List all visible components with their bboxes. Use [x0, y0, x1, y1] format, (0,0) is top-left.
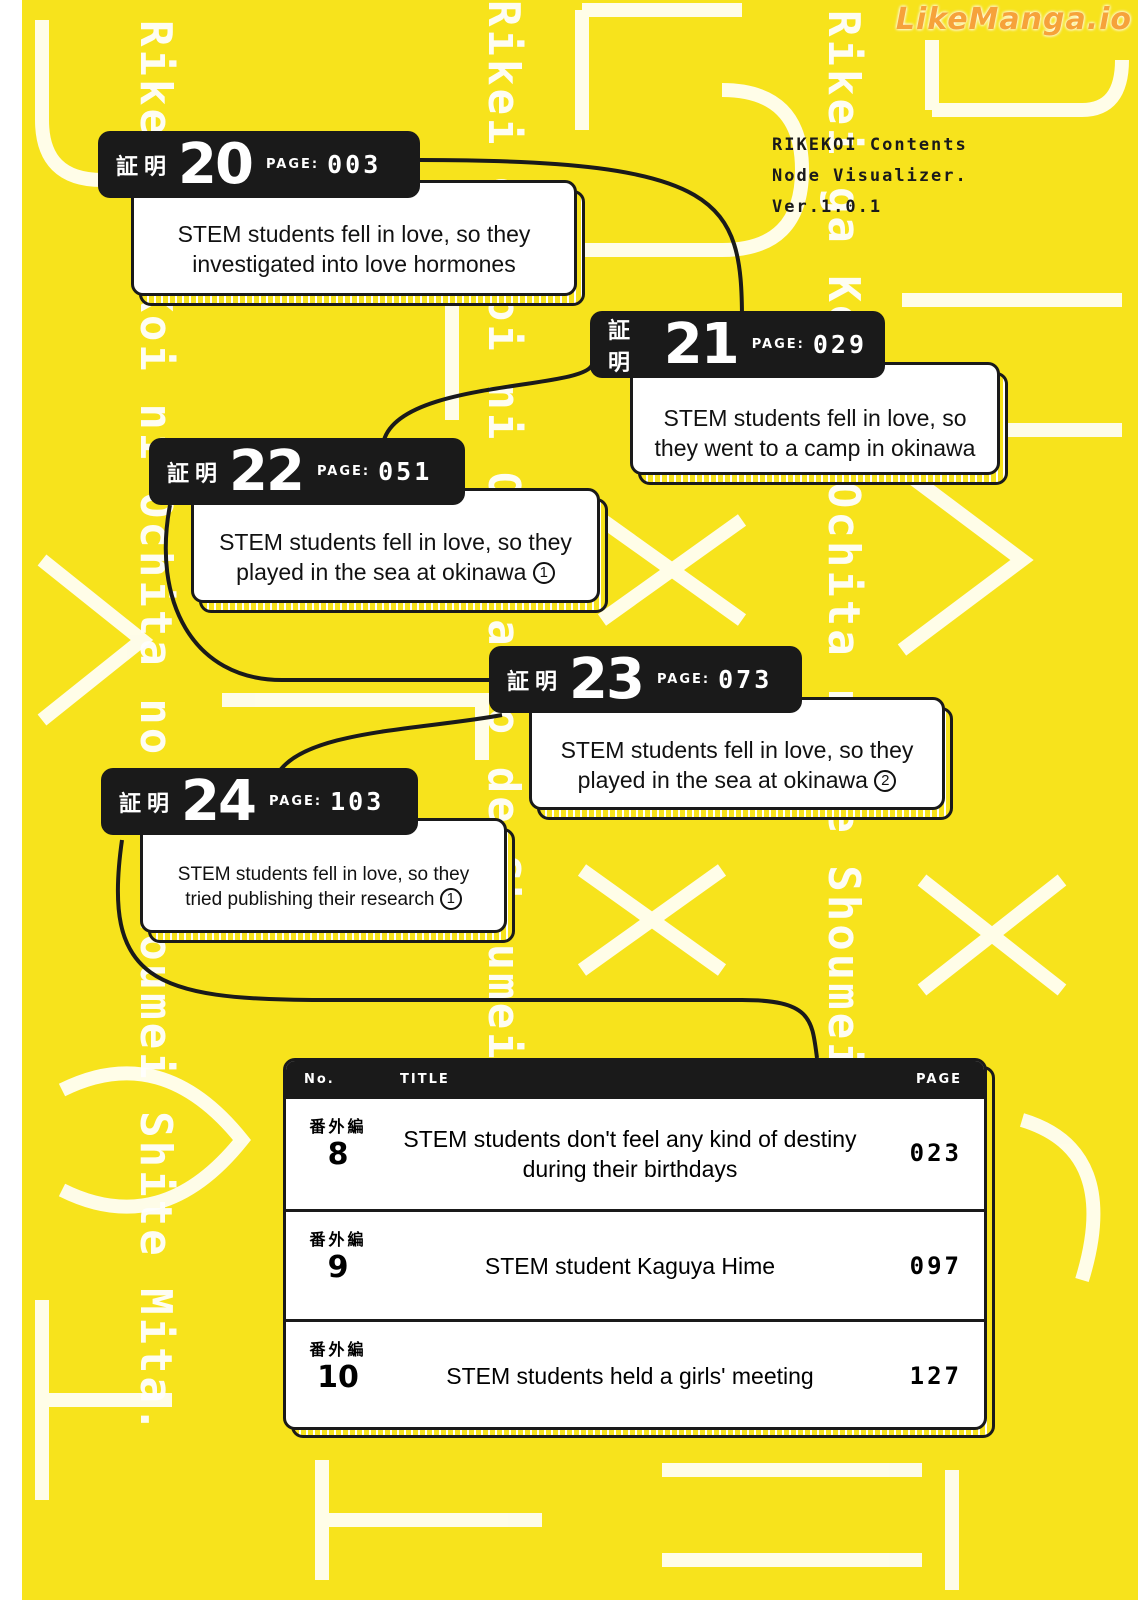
chapter-title: STEM students fell in love, so they trie… [140, 818, 507, 933]
column-header-title: TITLE [400, 1072, 450, 1087]
page-number: 029 [812, 330, 867, 359]
chapter-number: 21 [663, 312, 740, 377]
proof-label: 証明 [167, 461, 224, 487]
node-header: 証明 23 PAGE: 073 [489, 646, 802, 713]
extra-no: 9 [327, 1250, 349, 1285]
extra-no: 10 [317, 1360, 359, 1395]
chapter-title-text: STEM students fell in love, so they trie… [177, 863, 470, 910]
extra-number: 番外編 8 [294, 1113, 382, 1172]
extra-title: STEM students held a girls' meeting [446, 1362, 814, 1389]
extra-no: 8 [327, 1137, 349, 1172]
watermark-logo: LikeManga.io [895, 2, 1132, 37]
page-number: 051 [378, 457, 433, 486]
column-header-page: PAGE [916, 1072, 962, 1087]
version-label: Ver.1.0.1 [772, 197, 883, 217]
extras-table: No. TITLE PAGE 番外編 8 STEM students don't … [283, 1058, 987, 1430]
extra-label: 番外編 [309, 1340, 367, 1359]
page-number: 003 [327, 150, 382, 179]
chapter-number: 20 [178, 132, 254, 197]
column-header-no: No. [304, 1072, 335, 1087]
extra-title: STEM student Kaguya Hime [484, 1252, 776, 1279]
table-row[interactable]: 番外編 10 STEM students held a girls' meetin… [286, 1319, 984, 1427]
extra-number: 番外編 9 [294, 1226, 382, 1285]
extra-page: 097 [909, 1252, 962, 1280]
chapter-title-text: STEM students fell in love, so they play… [219, 528, 572, 585]
node-header: 証明 22 PAGE: 051 [149, 438, 465, 505]
chapter-title-text: STEM students fell in love, so they inve… [177, 221, 531, 277]
node-header: 証明 24 PAGE: 103 [101, 768, 418, 835]
title-line: RIKEKOI Contents [772, 135, 968, 155]
page-label: PAGE: [268, 794, 323, 809]
connector-23-24 [275, 713, 503, 777]
page-label: PAGE: [265, 157, 320, 172]
chapter-title: STEM students fell in love, so they inve… [131, 180, 577, 296]
part-number-badge: 1 [439, 888, 462, 911]
extra-label: 番外編 [309, 1117, 367, 1136]
chapter-title-text: STEM students fell in love, so they play… [560, 736, 914, 793]
extra-title: STEM students don't feel any kind of des… [403, 1126, 857, 1182]
connector-21-22 [382, 363, 594, 441]
chapter-title-text: STEM students fell in love, so they went… [654, 404, 976, 461]
chapter-title: STEM students fell in love, so they play… [191, 488, 600, 603]
chapter-number: 22 [229, 439, 305, 504]
extra-label: 番外編 [309, 1230, 367, 1249]
page-title: RIKEKOI Contents Node Visualizer. Ver.1.… [772, 130, 968, 223]
table-header: No. TITLE PAGE [286, 1061, 984, 1099]
extra-page: 023 [909, 1139, 962, 1167]
connector-24-table [115, 839, 819, 1059]
part-number-badge: 1 [532, 562, 555, 585]
page-label: PAGE: [316, 464, 371, 479]
page-number: 073 [718, 665, 773, 694]
page-label: PAGE: [751, 337, 805, 352]
page-number: 103 [330, 787, 385, 816]
proof-label: 証明 [507, 669, 564, 695]
background-letter-shapes [35, 3, 1129, 1590]
chapter-title: STEM students fell in love, so they play… [529, 697, 945, 810]
part-number-badge: 2 [874, 770, 897, 793]
proof-label: 証明 [608, 318, 637, 376]
chapter-number: 24 [181, 769, 257, 834]
table-row[interactable]: 番外編 9 STEM student Kaguya Hime 097 [286, 1209, 984, 1319]
node-header: 証明 21 PAGE: 029 [590, 311, 885, 378]
chapter-title: STEM students fell in love, so they went… [630, 362, 1000, 475]
chapter-number: 23 [569, 647, 645, 712]
contents-page: Rikei ga Koi ni Ochita no de Shoumei Shi… [22, 0, 1138, 1600]
node-header: 証明 20 PAGE: 003 [98, 131, 420, 198]
connector-20-21 [419, 158, 744, 321]
page-label: PAGE: [656, 672, 711, 687]
extra-number: 番外編 10 [294, 1336, 382, 1395]
node-connectors [115, 158, 819, 1059]
table-row[interactable]: 番外編 8 STEM students don't feel any kind o… [286, 1099, 984, 1209]
extra-page: 127 [909, 1362, 962, 1390]
title-line: Node Visualizer. [772, 166, 968, 186]
proof-label: 証明 [116, 154, 173, 180]
proof-label: 証明 [119, 791, 176, 817]
connector-22-23 [163, 504, 492, 682]
